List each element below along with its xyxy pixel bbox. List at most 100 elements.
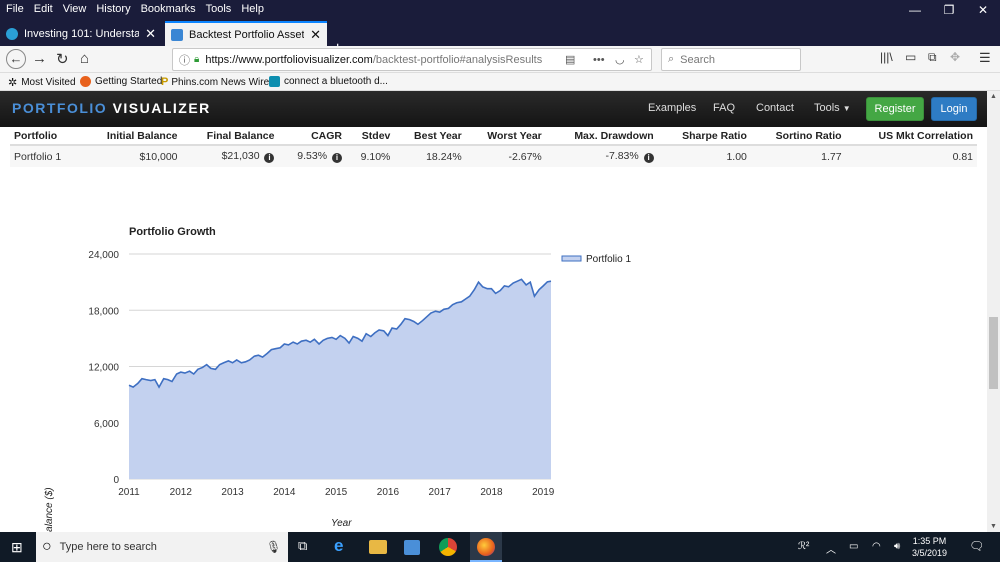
- nav-contact[interactable]: Contact: [756, 102, 794, 114]
- scrollbar-thumb[interactable]: [989, 317, 998, 389]
- browser-menu-bar: File Edit View History Bookmarks Tools H…: [0, 0, 1000, 18]
- col-cagr: CAGR: [278, 127, 346, 146]
- site-header: PORTFOLIO VISUALIZER Examples FAQ Contac…: [0, 91, 987, 127]
- battery-icon[interactable]: ▭: [849, 541, 859, 552]
- back-arrow-icon[interactable]: ←: [6, 49, 26, 69]
- brand-portfolio: PORTFOLIO: [12, 100, 108, 116]
- tab-investing-101[interactable]: Investing 101: Understanding th ✕: [0, 21, 162, 46]
- register-button[interactable]: Register: [866, 97, 924, 121]
- menu-edit[interactable]: Edit: [33, 3, 53, 15]
- reader-view-icon[interactable]: ▤: [565, 54, 576, 66]
- menu-file[interactable]: File: [6, 3, 24, 15]
- close-tab-icon[interactable]: ✕: [310, 26, 321, 42]
- home-icon[interactable]: ⌂: [80, 50, 90, 67]
- file-explorer-icon[interactable]: [369, 540, 387, 554]
- y-tick-label: 18,000: [88, 306, 119, 317]
- reload-icon[interactable]: ↻: [56, 51, 69, 68]
- col-final-balance: Final Balance: [181, 127, 279, 146]
- library-icon[interactable]: |||\: [880, 50, 893, 64]
- scroll-down-icon[interactable]: ▼: [990, 523, 997, 530]
- page-scrollbar[interactable]: ▲ ▼: [987, 91, 1000, 532]
- notification-icon[interactable]: 🗨︎: [969, 539, 985, 553]
- x-tick-label: 2017: [429, 487, 452, 498]
- menu-history[interactable]: History: [96, 3, 131, 15]
- chart-legend[interactable]: Portfolio 1: [561, 254, 631, 265]
- nav-tools-dropdown[interactable]: Tools ▼: [814, 102, 851, 114]
- windows-taskbar: ⊞ ○ Type here to search 🎙︎ ⧉ e ℛ² ︿ ▭ ◠ …: [0, 532, 1000, 562]
- x-tick-label: 2015: [325, 487, 348, 498]
- navigation-bar: ← → ↻ ⌂ ⓘ 🔒︎ https://www.portfoliovisual…: [0, 46, 1000, 73]
- windows-start-icon[interactable]: ⊞: [11, 539, 23, 555]
- gear-icon: ✲: [8, 77, 18, 89]
- table-header-row: Portfolio Initial Balance Final Balance …: [10, 127, 977, 146]
- url-path: /backtest-portfolio#analysisResults: [372, 53, 543, 66]
- volume-icon[interactable]: 🔊︎: [894, 541, 901, 552]
- page-actions-icon[interactable]: •••: [593, 53, 605, 66]
- col-max-drawdown: Max. Drawdown: [545, 127, 658, 146]
- nav-examples[interactable]: Examples: [648, 102, 697, 114]
- x-tick-label: 2019: [532, 487, 555, 498]
- clock-date: 3/5/2019: [912, 548, 948, 558]
- bookmark-phins-news[interactable]: P Phins.com News Wire: [161, 76, 269, 88]
- cortana-circle-icon: ○: [42, 538, 52, 555]
- menu-view[interactable]: View: [62, 3, 87, 15]
- tab-backtest-portfolio[interactable]: Backtest Portfolio Asset Allocat ✕: [165, 21, 327, 46]
- bookmark-getting-started[interactable]: Getting Started: [80, 76, 162, 87]
- bookmark-label: connect a bluetooth d...: [284, 76, 388, 87]
- site-logo[interactable]: PORTFOLIO VISUALIZER: [12, 100, 211, 116]
- info-icon[interactable]: i: [264, 153, 275, 163]
- address-bar[interactable]: ⓘ 🔒︎ https://www.portfoliovisualizer.com…: [172, 48, 652, 71]
- cell-initial-balance: $10,000: [80, 145, 182, 167]
- info-icon[interactable]: i: [332, 153, 342, 163]
- menu-help[interactable]: Help: [241, 3, 264, 15]
- series-area-portfolio-1: [129, 279, 551, 479]
- menu-tools[interactable]: Tools: [205, 3, 232, 15]
- col-sortino-ratio: Sortino Ratio: [750, 127, 846, 146]
- forward-arrow-icon[interactable]: →: [32, 50, 47, 67]
- bookmark-bluetooth[interactable]: connect a bluetooth d...: [269, 76, 388, 87]
- cell-best-year: 18.24%: [394, 145, 466, 167]
- tab-strip: Investing 101: Understanding th ✕ Backte…: [0, 18, 1000, 57]
- maximize-button[interactable]: ❐: [943, 3, 955, 17]
- task-view-icon[interactable]: ⧉: [298, 538, 308, 553]
- portfolio-growth-chart: Portfolio Growth 0 6,000 12,000 18,000 24,00…: [44, 226, 631, 532]
- info-icon[interactable]: i: [643, 153, 654, 163]
- x-tick-label: 2014: [273, 487, 296, 498]
- addon-icon[interactable]: ✥: [950, 50, 961, 64]
- minimize-button[interactable]: —: [909, 3, 921, 17]
- close-window-button[interactable]: ✕: [977, 3, 989, 17]
- taskbar-search-input[interactable]: ○ Type here to search 🎙︎: [36, 532, 288, 562]
- scroll-up-icon[interactable]: ▲: [990, 93, 997, 100]
- nav-faq[interactable]: FAQ: [713, 102, 736, 114]
- bookmarks-bar: ✲ Most Visited Getting Started P Phins.c…: [0, 73, 1000, 91]
- y-tick-label: 0: [113, 475, 119, 486]
- search-input[interactable]: ⌕ Search: [661, 48, 801, 71]
- series-line-portfolio-1: [128, 278, 552, 389]
- chevron-up-icon[interactable]: ︿: [826, 545, 836, 556]
- cell-final-balance: $21,030: [221, 150, 260, 162]
- edge-icon[interactable]: e: [334, 536, 344, 555]
- microphone-icon[interactable]: 🎙︎: [266, 540, 282, 554]
- chart-title: Portfolio Growth: [129, 226, 216, 238]
- x-axis-ticks: 2011 2012 2013 2014 2015 2016 2017 2018 2019: [118, 487, 555, 498]
- cell-sortino: 1.77: [750, 145, 846, 167]
- search-placeholder: Search: [680, 53, 716, 66]
- info-icon[interactable]: ⓘ: [179, 54, 190, 67]
- firefox-icon[interactable]: [477, 538, 495, 556]
- taskbar-clock[interactable]: 1:35 PM 3/5/2019: [912, 535, 947, 559]
- bookmark-star-icon[interactable]: ☆: [634, 54, 644, 66]
- menu-bookmarks[interactable]: Bookmarks: [140, 3, 196, 15]
- hamburger-menu-icon[interactable]: ☰: [979, 50, 991, 65]
- people-icon[interactable]: ℛ²: [798, 541, 810, 552]
- pocket-icon[interactable]: ◡: [615, 54, 625, 66]
- store-icon[interactable]: [404, 540, 420, 555]
- sidebar-icon[interactable]: ▭: [905, 50, 917, 64]
- extension-icon[interactable]: ⧉: [928, 50, 937, 64]
- login-button[interactable]: Login: [931, 97, 977, 121]
- clock-time: 1:35 PM: [912, 536, 947, 546]
- bookmark-most-visited[interactable]: ✲ Most Visited: [8, 76, 76, 89]
- col-best-year: Best Year: [394, 127, 466, 146]
- wifi-icon[interactable]: ◠: [872, 541, 881, 552]
- chrome-icon[interactable]: [439, 538, 457, 556]
- close-tab-icon[interactable]: ✕: [145, 25, 156, 41]
